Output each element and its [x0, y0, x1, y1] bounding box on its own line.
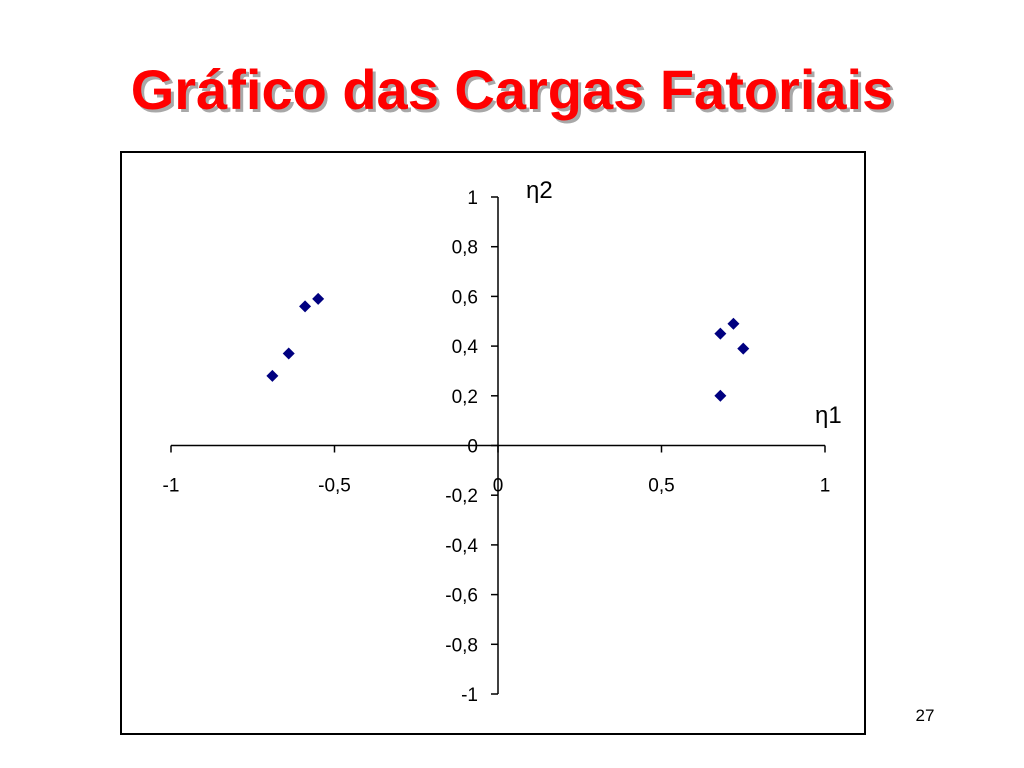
x-tick-label: -0,5 [318, 476, 351, 497]
data-point [299, 300, 312, 313]
chart-frame: -1 -0,5 0 0,5 1 1 0,8 0,6 0,4 0,2 0 -0,2 -0,4 -0,6 -0,… [120, 151, 866, 735]
scatter-chart: -1 -0,5 0 0,5 1 1 0,8 0,6 0,4 0,2 0 -0,2 -0,4 -0,6 -0,… [163, 177, 842, 706]
data-point [727, 317, 740, 330]
x-axis-label: η1 [815, 402, 842, 429]
x-tick-label: 0 [493, 476, 504, 497]
data-point [737, 342, 750, 355]
y-tick-label: -0,4 [445, 536, 478, 557]
y-tick-label: 0,2 [452, 387, 478, 408]
y-tick-label: 0,8 [452, 238, 478, 259]
data-point [714, 389, 727, 402]
y-tick-label: -0,8 [445, 635, 478, 656]
x-tick-label: -1 [163, 476, 180, 497]
tick-labels: -1 -0,5 0 0,5 1 1 0,8 0,6 0,4 0,2 0 -0,2 -0,4 -0,6 -0,… [163, 188, 831, 706]
y-tick-label: 0 [467, 437, 478, 458]
x-tick-label: 0,5 [648, 476, 674, 497]
data-point [282, 347, 295, 360]
y-axis-label: η2 [526, 177, 553, 204]
y-tick-label: -0,2 [445, 486, 478, 507]
ticks [170, 196, 826, 695]
y-tick-label: -0,6 [445, 586, 478, 607]
data-points [266, 292, 750, 402]
slide-title: Gráfico das Cargas Fatoriais [130, 58, 894, 121]
data-point [714, 327, 727, 340]
data-point [266, 369, 279, 382]
data-point [312, 292, 325, 305]
slide-number: 27 [915, 706, 935, 725]
y-tick-label: 0,6 [452, 287, 478, 308]
y-tick-label: -1 [461, 685, 478, 706]
y-tick-label: 1 [467, 188, 478, 209]
y-tick-label: 0,4 [452, 337, 479, 358]
x-tick-label: 1 [820, 476, 831, 497]
